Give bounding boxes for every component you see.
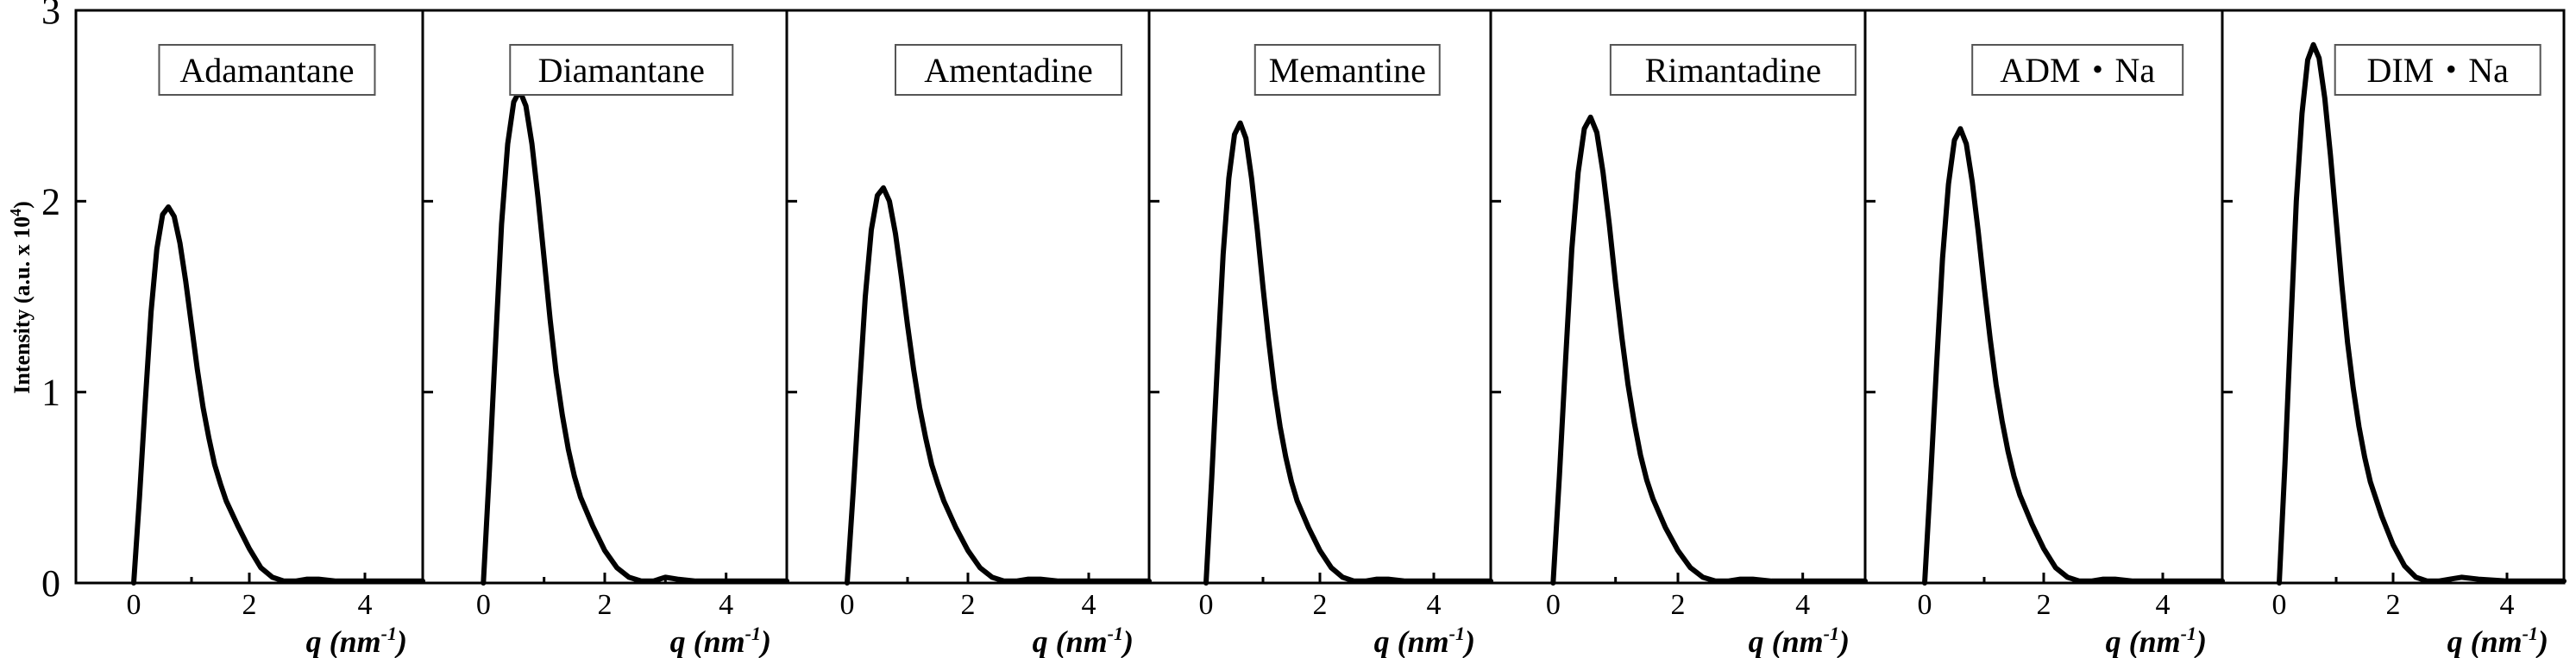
x-axis-title-end: ) — [2535, 624, 2548, 658]
series-line-1 — [131, 204, 425, 586]
panel-label-box — [895, 44, 1122, 96]
panel-frame — [2221, 9, 2566, 585]
panel-label: Rimantadine — [1645, 51, 1821, 90]
panel-frame — [785, 9, 1151, 585]
panel-label: Amentadine — [924, 51, 1093, 90]
series-line-7 — [2277, 41, 2567, 586]
panel-label-box — [1609, 44, 1857, 96]
x-axis-title: q (nm-1) — [2106, 623, 2207, 658]
panel-label: Memantine — [1269, 51, 1426, 90]
panel-6: 0 2 4 ADM・Na q (nm-1) — [1863, 9, 2225, 658]
y-tick-label: 1 — [41, 372, 60, 414]
panel-label-box — [509, 44, 734, 96]
series-line-4 — [1203, 120, 1493, 586]
x-tick-label: 4 — [2156, 589, 2171, 621]
y-tick-label: 3 — [41, 0, 60, 32]
x-tick-label: 2 — [242, 589, 257, 621]
y-axis-title: Intensity (a.u. x 104) — [7, 201, 35, 394]
x-tick-label: 4 — [358, 589, 373, 621]
x-tick-label: 0 — [127, 589, 141, 621]
panel-label: DIM・Na — [2366, 51, 2509, 90]
x-axis-title-end: ) — [2194, 624, 2207, 658]
panel-4: 0 2 4 Memantine q (nm-1) — [1147, 9, 1493, 658]
x-tick-label: 2 — [598, 589, 613, 621]
y-axis-title-sup: 4 — [7, 209, 24, 216]
panel-label-box — [158, 44, 376, 96]
x-tick-label: 0 — [1199, 589, 1214, 621]
x-tick-label: 2 — [961, 589, 976, 621]
panel-frame — [1863, 9, 2224, 585]
x-axis-title-main: q (nm — [670, 624, 745, 658]
x-axis-title-main: q (nm — [2106, 624, 2181, 658]
x-axis-title-main: q (nm — [306, 624, 381, 658]
x-axis-title-sup: -1 — [745, 623, 761, 644]
x-axis-title-end: ) — [1837, 624, 1850, 658]
x-axis-title-sup: -1 — [2523, 623, 2538, 644]
panel-label-box — [2334, 44, 2541, 96]
y-tick-label: 0 — [41, 562, 60, 605]
x-axis-title: q (nm-1) — [1749, 623, 1850, 658]
x-tick-label: 4 — [2500, 589, 2515, 621]
x-tick-label: 0 — [1546, 589, 1561, 621]
x-tick-label: 0 — [2272, 589, 2287, 621]
x-axis-title-main: q (nm — [1749, 624, 1824, 658]
x-axis-title-end: ) — [1462, 624, 1475, 658]
panel-frame — [1489, 9, 1867, 585]
x-axis-title-sup: -1 — [1108, 623, 1123, 644]
panel-3: 0 2 4 Amentadine q (nm-1) — [785, 9, 1152, 658]
x-tick-label: 2 — [2037, 589, 2051, 621]
panel-label: Adamantane — [179, 51, 354, 90]
x-tick-label: 0 — [1918, 589, 1932, 621]
series-line-3 — [845, 185, 1152, 586]
panel-frame — [421, 9, 789, 585]
x-tick-label: 4 — [1427, 589, 1442, 621]
y-axis-title-end: ) — [9, 201, 35, 209]
panel-5: 0 2 4 Rimantadine q (nm-1) — [1489, 9, 1868, 658]
panel-1: 0 2 4 Adamantane q (nm-1) — [74, 9, 425, 658]
y-axis-title-main: Intensity (a.u. x 10 — [9, 216, 35, 394]
x-tick-label: 4 — [1082, 589, 1096, 621]
panel-7: 0 2 4 DIM・Na q (nm-1) — [2221, 9, 2567, 658]
x-axis-title: q (nm-1) — [670, 623, 771, 658]
x-axis-title-end: ) — [1121, 624, 1134, 658]
x-tick-label: 0 — [840, 589, 855, 621]
x-axis-title: q (nm-1) — [1033, 623, 1134, 658]
x-axis-title-sup: -1 — [2181, 623, 2196, 644]
y-tick-labels: 0 1 2 3 — [41, 0, 60, 605]
x-axis-title-sup: -1 — [381, 623, 397, 644]
panel-label: ADM・Na — [2000, 51, 2155, 90]
panel-label-box — [1253, 44, 1441, 96]
x-axis-title-end: ) — [394, 624, 407, 658]
x-tick-label: 4 — [719, 589, 733, 621]
x-axis-title-main: q (nm — [1374, 624, 1449, 658]
x-tick-label: 2 — [1313, 589, 1328, 621]
y-tick-label: 2 — [41, 180, 60, 222]
series-line-2 — [481, 88, 789, 586]
x-axis-title-main: q (nm — [2447, 624, 2523, 658]
x-tick-label: 2 — [2386, 589, 2401, 621]
panel-frame — [1147, 9, 1492, 585]
x-tick-label: 2 — [1671, 589, 1686, 621]
x-axis-title: q (nm-1) — [2447, 623, 2548, 658]
x-axis-title-sup: -1 — [1824, 623, 1839, 644]
x-axis-title-sup: -1 — [1449, 623, 1465, 644]
x-axis-title: q (nm-1) — [1374, 623, 1475, 658]
x-axis-title-end: ) — [758, 624, 771, 658]
panel-label: Diamantane — [538, 51, 705, 90]
x-axis-title: q (nm-1) — [306, 623, 407, 658]
x-axis-title-main: q (nm — [1033, 624, 1108, 658]
series-line-6 — [1922, 126, 2225, 586]
x-tick-label: 0 — [476, 589, 491, 621]
x-tick-label: 4 — [1795, 589, 1810, 621]
series-line-5 — [1550, 114, 1868, 586]
panel-frame — [74, 9, 424, 585]
panel-label-box — [1971, 44, 2184, 96]
panel-2: 0 2 4 Diamantane q (nm-1) — [421, 9, 789, 658]
